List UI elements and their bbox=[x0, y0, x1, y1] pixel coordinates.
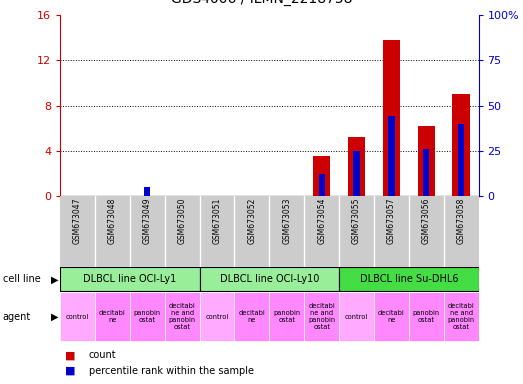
Bar bbox=[423, 149, 429, 196]
Bar bbox=[452, 94, 470, 196]
Text: GSM673056: GSM673056 bbox=[422, 198, 431, 245]
Text: ■: ■ bbox=[65, 366, 76, 376]
Text: DLBCL line OCI-Ly1: DLBCL line OCI-Ly1 bbox=[83, 274, 176, 285]
Text: GSM673051: GSM673051 bbox=[212, 198, 222, 244]
Bar bbox=[319, 174, 325, 196]
Bar bbox=[444, 292, 479, 341]
Text: GSM673052: GSM673052 bbox=[247, 198, 256, 244]
Text: cell line: cell line bbox=[3, 274, 40, 285]
Bar bbox=[200, 292, 234, 341]
Text: DLBCL line Su-DHL6: DLBCL line Su-DHL6 bbox=[359, 274, 458, 285]
Bar bbox=[200, 267, 339, 291]
Bar bbox=[95, 292, 130, 341]
Bar bbox=[313, 156, 331, 196]
Text: panobin
ostat: panobin ostat bbox=[273, 310, 300, 323]
Bar bbox=[354, 151, 360, 196]
Bar bbox=[417, 126, 435, 196]
Text: DLBCL line OCI-Ly10: DLBCL line OCI-Ly10 bbox=[220, 274, 319, 285]
Bar bbox=[348, 137, 365, 196]
Bar bbox=[304, 292, 339, 341]
Text: GSM673055: GSM673055 bbox=[352, 198, 361, 245]
Text: decitabi
ne and
panobin
ostat: decitabi ne and panobin ostat bbox=[308, 303, 335, 330]
Text: control: control bbox=[66, 314, 89, 320]
Text: GSM673058: GSM673058 bbox=[457, 198, 465, 244]
Text: decitabi
ne: decitabi ne bbox=[99, 310, 126, 323]
Text: panobin
ostat: panobin ostat bbox=[134, 310, 161, 323]
Text: ▶: ▶ bbox=[51, 312, 59, 322]
Bar bbox=[144, 187, 151, 196]
Text: GSM673049: GSM673049 bbox=[143, 198, 152, 245]
Text: GSM673047: GSM673047 bbox=[73, 198, 82, 245]
Text: ■: ■ bbox=[65, 350, 76, 360]
Text: decitabi
ne: decitabi ne bbox=[378, 310, 405, 323]
Text: GSM673048: GSM673048 bbox=[108, 198, 117, 244]
Bar bbox=[339, 292, 374, 341]
Bar bbox=[269, 292, 304, 341]
Text: control: control bbox=[345, 314, 368, 320]
Text: decitabi
ne and
panobin
ostat: decitabi ne and panobin ostat bbox=[168, 303, 196, 330]
Text: decitabi
ne: decitabi ne bbox=[238, 310, 265, 323]
Bar bbox=[339, 267, 479, 291]
Text: agent: agent bbox=[3, 312, 31, 322]
Bar bbox=[409, 292, 444, 341]
Text: percentile rank within the sample: percentile rank within the sample bbox=[89, 366, 254, 376]
Text: GSM673050: GSM673050 bbox=[178, 198, 187, 245]
Text: GSM673054: GSM673054 bbox=[317, 198, 326, 245]
Text: GSM673053: GSM673053 bbox=[282, 198, 291, 245]
Bar bbox=[458, 124, 464, 196]
Text: ▶: ▶ bbox=[51, 274, 59, 285]
Text: count: count bbox=[89, 350, 117, 360]
Text: GSM673057: GSM673057 bbox=[387, 198, 396, 245]
Bar bbox=[383, 40, 400, 196]
Bar bbox=[60, 292, 95, 341]
Text: decitabi
ne and
panobin
ostat: decitabi ne and panobin ostat bbox=[448, 303, 475, 330]
Text: control: control bbox=[206, 314, 229, 320]
Bar bbox=[234, 292, 269, 341]
Bar bbox=[388, 116, 394, 196]
Bar bbox=[130, 292, 165, 341]
Bar bbox=[60, 267, 200, 291]
Bar bbox=[374, 292, 409, 341]
Bar bbox=[165, 292, 200, 341]
Text: panobin
ostat: panobin ostat bbox=[413, 310, 440, 323]
Text: GDS4006 / ILMN_2218758: GDS4006 / ILMN_2218758 bbox=[170, 0, 353, 6]
